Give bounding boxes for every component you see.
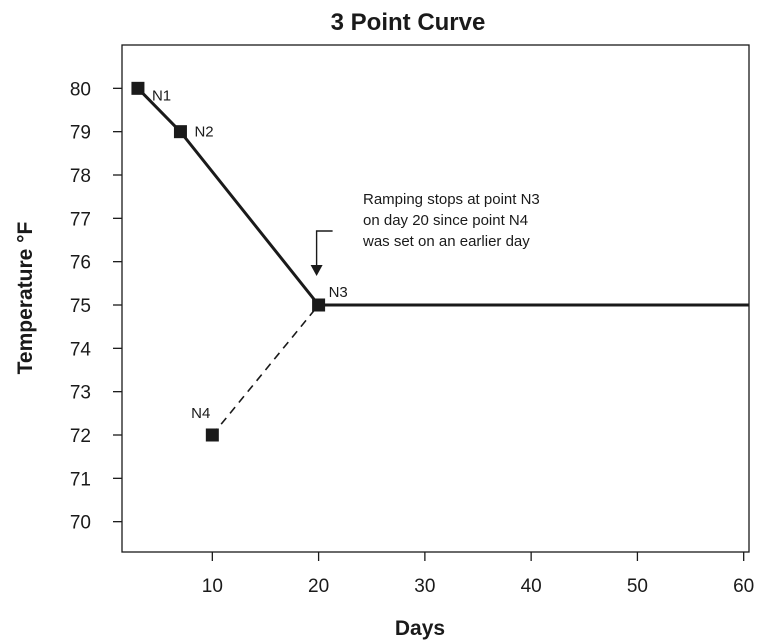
x-tick-label: 60 [733, 576, 754, 597]
y-tick-label: 75 [70, 296, 91, 317]
x-tick-label: 50 [627, 576, 648, 597]
series-line-solid [136, 87, 749, 307]
annotation-line: was set on an earlier day [362, 233, 530, 250]
x-tick-label: 20 [308, 576, 329, 597]
point-label-n3: N3 [329, 284, 348, 301]
y-tick-label: 79 [70, 123, 91, 144]
annotation: Ramping stops at point N3 on day 20 since… [310, 191, 540, 276]
y-tick-label: 71 [70, 469, 91, 490]
annotation-line: on day 20 since point N4 [363, 212, 528, 229]
y-tick-label: 77 [70, 209, 91, 230]
point-marker-n3 [312, 298, 326, 312]
y-tick-label: 80 [70, 79, 91, 100]
point-marker-n1 [131, 81, 145, 95]
series-layer: N1 N2 N3 N4 [131, 81, 749, 442]
plot-frame [121, 44, 750, 553]
annotation-arrow-head [310, 265, 323, 276]
point-label-n2: N2 [194, 124, 213, 141]
y-tick-label: 70 [70, 513, 91, 534]
y-tick-label: 72 [70, 426, 91, 447]
point-marker-n4 [205, 428, 219, 442]
x-tick-label: 40 [521, 576, 542, 597]
x-axis: 10 20 30 40 50 60 [202, 552, 754, 597]
y-tick-label: 76 [70, 253, 91, 274]
annotation-arrow-line [315, 230, 333, 266]
x-tick-label: 10 [202, 576, 223, 597]
y-tick-label: 74 [70, 339, 92, 360]
series-line-dashed [211, 304, 320, 436]
x-axis-label: Days [395, 617, 445, 640]
y-tick-label: 73 [70, 383, 91, 404]
point-label-n4: N4 [191, 405, 210, 422]
point-marker-n2 [173, 125, 187, 139]
y-axis-label: Temperature °F [14, 221, 37, 374]
point-label-n1: N1 [152, 87, 171, 104]
y-tick-label: 78 [70, 166, 91, 187]
annotation-line: Ramping stops at point N3 [363, 191, 540, 208]
x-tick-label: 30 [414, 576, 435, 597]
y-axis: 70 71 72 73 74 75 76 77 78 79 80 [70, 79, 122, 534]
chart-title: 3 Point Curve [331, 9, 486, 36]
